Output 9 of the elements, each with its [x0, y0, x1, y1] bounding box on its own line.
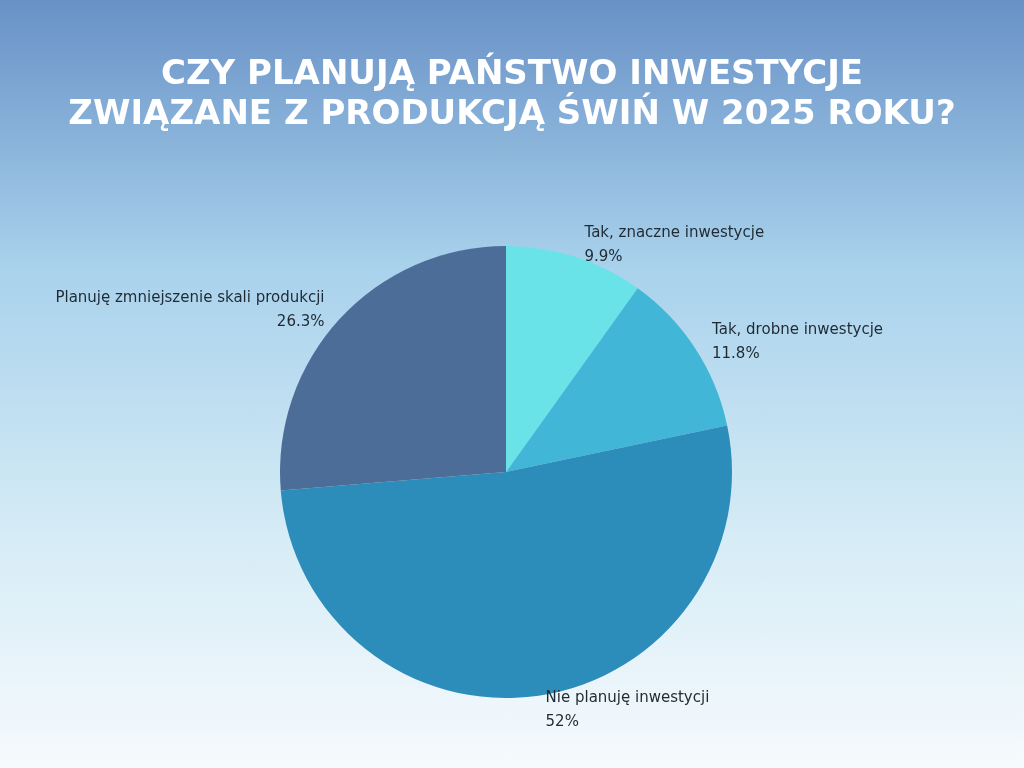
slice-label: Planuję zmniejszenie skali produkcji — [55, 288, 325, 307]
data-label: 26.3% — [276, 312, 325, 331]
data-label: 11.8% — [712, 343, 760, 362]
slice-label: Nie planuję inwestycji — [545, 688, 710, 707]
slice-label: Tak, drobne inwestycje — [711, 319, 884, 338]
slice-label: Tak, znaczne inwestycje — [583, 222, 765, 241]
data-label: 52% — [545, 712, 579, 731]
chart-title: CZY PLANUJĄ PAŃSTWO INWESTYCJE ZWIĄZANE Z PRODUKCJĄ ŚWIŃ W 2025 ROKU? — [67, 52, 957, 132]
data-label: 9.9% — [584, 246, 623, 265]
